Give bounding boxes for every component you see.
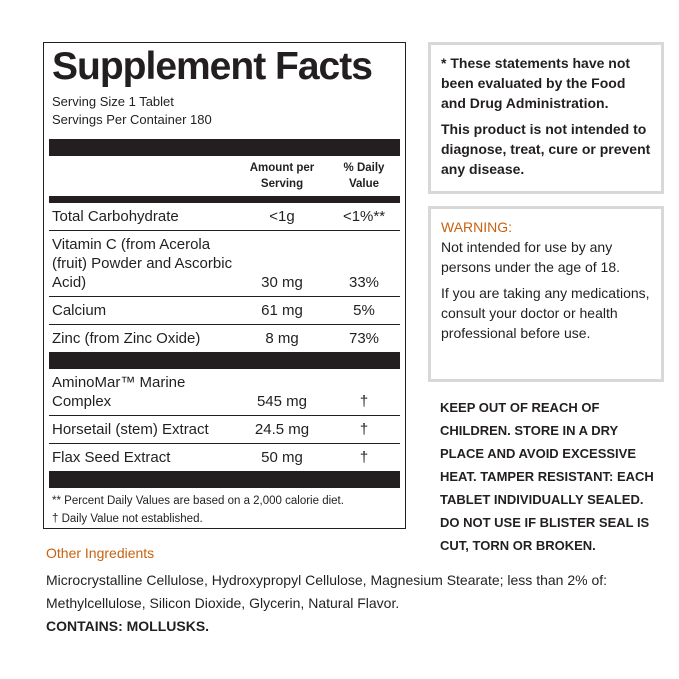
facts-title: Supplement Facts — [52, 45, 373, 88]
footnote: † Daily Value not established. — [52, 513, 203, 525]
nutrient-name: Zinc (from Zinc Oxide) — [52, 330, 201, 347]
warning-text: If you are taking any medications, consu… — [441, 285, 650, 341]
amount: 30 mg — [236, 230, 328, 297]
servings-per-container: Servings Per Container 180 — [52, 112, 212, 127]
other-title: Other Ingredients — [46, 545, 155, 561]
disclaimer-text: This product is not intended to diagnose… — [441, 121, 651, 177]
warning-box: WARNING: Not intended for use by any per… — [428, 206, 664, 382]
header-row: Amount per Serving % Daily Value — [49, 156, 400, 196]
facts-row: AminoMar™ Marine Complex 545 mg † — [49, 369, 400, 416]
daily-value: † — [328, 369, 400, 416]
header-cell: Amount per Serving — [249, 162, 315, 190]
facts-table: AminoMar™ Marine Complex 545 mg † Horsetail… — [49, 369, 400, 471]
amount: 24.5 mg — [236, 415, 328, 444]
nutrient-name: Vitamin C (from Acerola (fruit) Powder a… — [49, 230, 236, 297]
divider-bar — [49, 196, 400, 203]
facts-row: Total Carbohydrate <1g <1%** — [49, 203, 400, 231]
facts-table: Amount per Serving % Daily Value — [49, 156, 400, 196]
other-ingredients: Other Ingredients Microcrystalline Cellu… — [46, 542, 646, 638]
daily-value: 73% — [348, 330, 380, 347]
amount: 61 mg — [236, 296, 328, 325]
storage-text: KEEP OUT OF REACH OF CHILDREN. STORE IN … — [440, 400, 654, 553]
nutrient-name: Flax Seed Extract — [52, 449, 171, 466]
other-text: Microcrystalline Cellulose, Hydroxypropy… — [46, 572, 608, 611]
daily-value: † — [328, 415, 400, 444]
divider-bar — [49, 139, 400, 156]
header-cell — [49, 156, 236, 196]
warning-text: Not intended for use by any persons unde… — [441, 239, 621, 275]
supplement-facts: Supplement Facts Serving Size 1 Tablet S… — [43, 42, 406, 529]
daily-value: 5% — [328, 296, 400, 325]
serving-size: Serving Size 1 Tablet — [52, 94, 174, 109]
amount: 8 mg — [265, 330, 299, 347]
nutrient-name: Total Carbohydrate — [49, 203, 236, 231]
facts-row: Zinc (from Zinc Oxide) 8 mg 73% — [49, 325, 400, 353]
footnote: ** Percent Daily Values are based on a 2… — [52, 495, 344, 507]
nutrient-name: Calcium — [49, 296, 236, 325]
amount: 545 mg — [236, 369, 328, 416]
facts-row: Vitamin C (from Acerola (fruit) Powder a… — [49, 230, 400, 297]
warning-title: WARNING: — [441, 219, 513, 235]
facts-row: Flax Seed Extract 50 mg † — [49, 444, 400, 472]
facts-row: Horsetail (stem) Extract 24.5 mg † — [49, 415, 400, 444]
facts-row: Calcium 61 mg 5% — [49, 296, 400, 325]
divider-bar — [49, 352, 400, 369]
nutrient-name: AminoMar™ Marine Complex — [49, 369, 236, 416]
daily-value: † — [359, 449, 369, 466]
disclaimer-text: * These statements have not been evaluat… — [441, 55, 631, 111]
amount: 50 mg — [261, 449, 303, 466]
disclaimer-box: * These statements have not been evaluat… — [428, 42, 664, 194]
divider-bar — [49, 471, 400, 488]
daily-value: 33% — [328, 230, 400, 297]
amount: <1g — [236, 203, 328, 231]
contains-text: CONTAINS: MOLLUSKS. — [46, 618, 210, 634]
header-cell: % Daily Value — [343, 162, 385, 190]
facts-table: Total Carbohydrate <1g <1%** Vitamin C (fro… — [49, 203, 400, 352]
daily-value: <1%** — [328, 203, 400, 231]
nutrient-name: Horsetail (stem) Extract — [49, 415, 236, 444]
